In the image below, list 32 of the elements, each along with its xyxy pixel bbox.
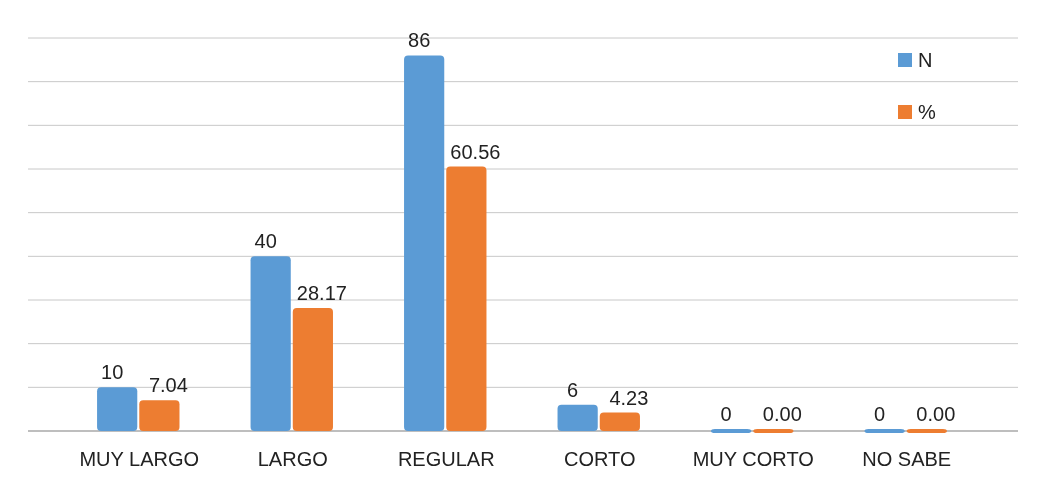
bar: [599, 412, 640, 431]
bar: [753, 429, 794, 433]
x-tick-label: LARGO: [257, 448, 328, 470]
data-label: 60.56: [450, 140, 501, 163]
bar: [557, 404, 598, 431]
bar: [404, 55, 445, 431]
data-label: 0: [720, 403, 732, 425]
legend-label: N: [918, 49, 933, 71]
data-label: 28.17: [296, 281, 347, 304]
x-tick-label: NO SABE: [862, 448, 952, 470]
x-tick-label: REGULAR: [397, 448, 495, 470]
bar: [906, 429, 947, 433]
data-label: 4.23: [609, 386, 649, 409]
bar: [864, 429, 905, 433]
bar: [97, 387, 138, 431]
data-label: 7.04: [148, 374, 188, 397]
x-tick-label: CORTO: [563, 448, 636, 470]
data-label: 0: [874, 403, 886, 425]
bar: [139, 400, 180, 431]
bar: [446, 166, 487, 431]
data-label: 6: [567, 378, 579, 401]
bar: [292, 307, 333, 431]
data-label: 40: [254, 230, 277, 253]
legend-label: %: [918, 101, 936, 123]
bar: [711, 429, 752, 433]
data-label: 86: [408, 29, 431, 52]
x-tick-label: MUY CORTO: [692, 448, 814, 470]
bar: [250, 256, 291, 431]
x-tick-label: MUY LARGO: [79, 448, 200, 470]
data-label: 0.00: [916, 403, 956, 425]
data-label: 10: [101, 361, 124, 384]
data-label: 0.00: [762, 403, 802, 425]
